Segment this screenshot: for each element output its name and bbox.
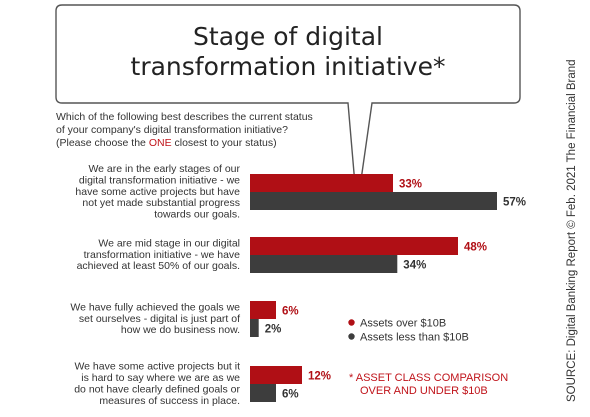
bar-assets-over-10b bbox=[250, 237, 458, 255]
source-note: SOURCE: Digital Banking Report © Feb. 20… bbox=[566, 59, 578, 402]
category-labels: We are in the early stages of ourdigital… bbox=[70, 163, 240, 407]
question-line: of your company's digital transformation… bbox=[56, 124, 288, 136]
asset-class-note: * ASSET CLASS COMPARISON OVER AND UNDER … bbox=[349, 372, 508, 397]
legend: Assets over $10B Assets less than $10B bbox=[348, 318, 469, 344]
category-label: not yet made substantial progress bbox=[82, 197, 240, 209]
chart-title-line: transformation initiative* bbox=[131, 52, 446, 81]
category-label: We have some active projects but it bbox=[74, 361, 240, 373]
category-label: have some active projects but have bbox=[75, 186, 240, 198]
category-label: We have fully achieved the goals we bbox=[70, 301, 240, 313]
category-label: is hard to say where we are as we bbox=[81, 372, 240, 384]
survey-question: Which of the following best describes th… bbox=[56, 111, 313, 149]
note-line: * ASSET CLASS COMPARISON bbox=[349, 372, 508, 384]
question-highlight: ONE bbox=[149, 137, 172, 149]
category-label: measures of success in place. bbox=[99, 395, 240, 407]
bar-assets-less-10b bbox=[250, 255, 398, 273]
value-label: 48% bbox=[464, 242, 487, 254]
category-label: how we do business now. bbox=[121, 324, 240, 336]
value-label: 6% bbox=[282, 306, 299, 318]
category-label: set ourselves - digital is just part of bbox=[79, 313, 240, 325]
question-line: Which of the following best describes th… bbox=[56, 111, 313, 123]
category-label: transformation initiative - we have bbox=[84, 249, 241, 261]
value-label: 12% bbox=[308, 371, 331, 383]
value-label: 34% bbox=[403, 260, 426, 272]
bar-assets-less-10b bbox=[250, 192, 497, 210]
note-line: OVER AND UNDER $10B bbox=[360, 385, 488, 397]
chart-title-line: Stage of digital bbox=[193, 22, 383, 51]
value-label: 6% bbox=[282, 389, 299, 401]
value-label: 33% bbox=[399, 179, 422, 191]
bar-assets-less-10b bbox=[250, 384, 276, 402]
category-label: We are in the early stages of our bbox=[88, 163, 240, 175]
value-labels: 33%57%48%34%6%2%12%6% bbox=[265, 179, 526, 401]
bar-assets-over-10b bbox=[250, 174, 393, 192]
category-label: do not have clearly defined goals or bbox=[74, 384, 240, 396]
category-label: achieved at least 50% of our goals. bbox=[77, 260, 240, 272]
bars bbox=[250, 174, 497, 402]
legend-label-assets-over-10b: Assets over $10B bbox=[360, 318, 446, 330]
category-label: We are mid stage in our digital bbox=[98, 237, 240, 249]
value-label: 2% bbox=[265, 324, 282, 336]
legend-label-assets-less-10b: Assets less than $10B bbox=[360, 332, 469, 344]
question-note: (Please choose the ONE closest to your s… bbox=[56, 137, 277, 149]
title-bubble bbox=[55, 4, 521, 209]
legend-marker-assets-less-10b bbox=[348, 333, 355, 340]
bar-assets-over-10b bbox=[250, 366, 302, 384]
category-label: towards our goals. bbox=[154, 209, 240, 221]
legend-marker-assets-over-10b bbox=[348, 319, 355, 326]
value-label: 57% bbox=[503, 197, 526, 209]
category-label: digital transformation initiative - we bbox=[79, 174, 240, 186]
bar-assets-over-10b bbox=[250, 301, 276, 319]
bar-assets-less-10b bbox=[250, 319, 259, 337]
